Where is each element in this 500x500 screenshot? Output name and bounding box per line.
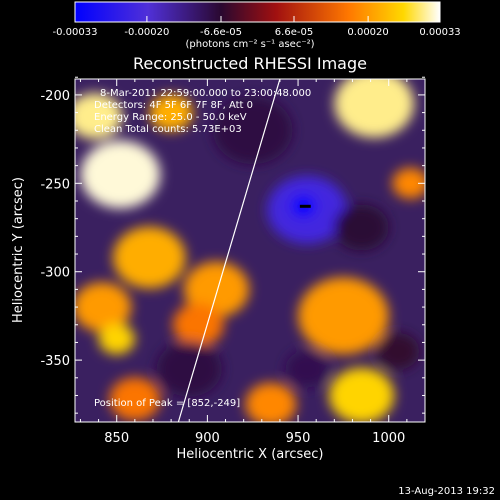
colorbar-tick-label: -0.00020 bbox=[124, 27, 170, 38]
intensity-blob bbox=[75, 282, 132, 332]
intensity-blob bbox=[149, 94, 193, 132]
colorbar-tick-label: 0.00020 bbox=[347, 27, 389, 38]
image-area bbox=[75, 79, 425, 422]
annotation-detectors: Detectors: 4F 5F 6F 7F 8F, Att 0 bbox=[94, 100, 254, 111]
x-tick-label: 950 bbox=[286, 431, 311, 446]
axis-ticks bbox=[75, 76, 426, 422]
solar-limb-curve bbox=[177, 79, 281, 422]
y-tick-label: -350 bbox=[40, 354, 70, 369]
axis-tick-labels: 850 900 950 1000 -200 -250 -300 -350 bbox=[40, 89, 405, 446]
intensity-blob bbox=[212, 96, 293, 165]
annotation-energy-range: Energy Range: 25.0 - 50.0 keV bbox=[94, 112, 247, 123]
intensity-blob bbox=[392, 167, 425, 199]
intensity-blob bbox=[113, 226, 186, 289]
y-axis-label: Heliocentric Y (arcsec) bbox=[11, 177, 26, 323]
intensity-blob bbox=[298, 277, 389, 355]
intensity-blob bbox=[328, 367, 395, 422]
intensity-blob bbox=[334, 204, 389, 251]
x-tick-label: 850 bbox=[104, 431, 129, 446]
intensity-blob bbox=[98, 323, 135, 355]
intensity-blob bbox=[376, 332, 420, 370]
colorbar-unit-label: (photons cm⁻² s⁻¹ asec⁻²) bbox=[185, 39, 315, 50]
intensity-blob bbox=[80, 140, 161, 209]
colorbar-tick-label: -6.6e-05 bbox=[200, 27, 242, 38]
y-tick-label: -200 bbox=[40, 89, 70, 104]
x-tick-label: 900 bbox=[195, 431, 220, 446]
plot-title: Reconstructed RHESSI Image bbox=[133, 54, 367, 73]
y-tick-label: -250 bbox=[40, 177, 70, 192]
intensity-blob bbox=[334, 79, 415, 138]
annotation-time-range: 8-Mar-2011 22:59:00.000 to 23:00:48.000 bbox=[100, 88, 312, 99]
colorbar-tick-label: -0.00033 bbox=[52, 27, 98, 38]
intensity-blob bbox=[109, 377, 161, 421]
colorbar bbox=[74, 1, 441, 23]
intensity-blob bbox=[75, 93, 123, 140]
peak-position-label: Position of Peak = [852,-249] bbox=[94, 398, 241, 409]
intensity-blob bbox=[285, 350, 329, 388]
y-tick-label: -300 bbox=[40, 266, 70, 281]
plot-frame bbox=[74, 78, 426, 423]
x-tick-label: 1000 bbox=[372, 431, 405, 446]
intensity-blob bbox=[156, 341, 222, 397]
colorbar-tick-label: 6.6e-05 bbox=[274, 27, 314, 38]
intensity-blob bbox=[245, 382, 297, 422]
x-axis-label: Heliocentric X (arcsec) bbox=[177, 447, 324, 462]
intensity-blobs bbox=[75, 79, 425, 422]
colorbar-tick-label: 0.00033 bbox=[419, 27, 461, 38]
colorbar-ticks bbox=[74, 16, 441, 22]
intensity-blob bbox=[172, 303, 224, 347]
annotation-clean-counts: Clean Total counts: 5.73E+03 bbox=[94, 124, 242, 135]
footer-date: 13-Aug-2013 19:32 bbox=[398, 486, 495, 497]
